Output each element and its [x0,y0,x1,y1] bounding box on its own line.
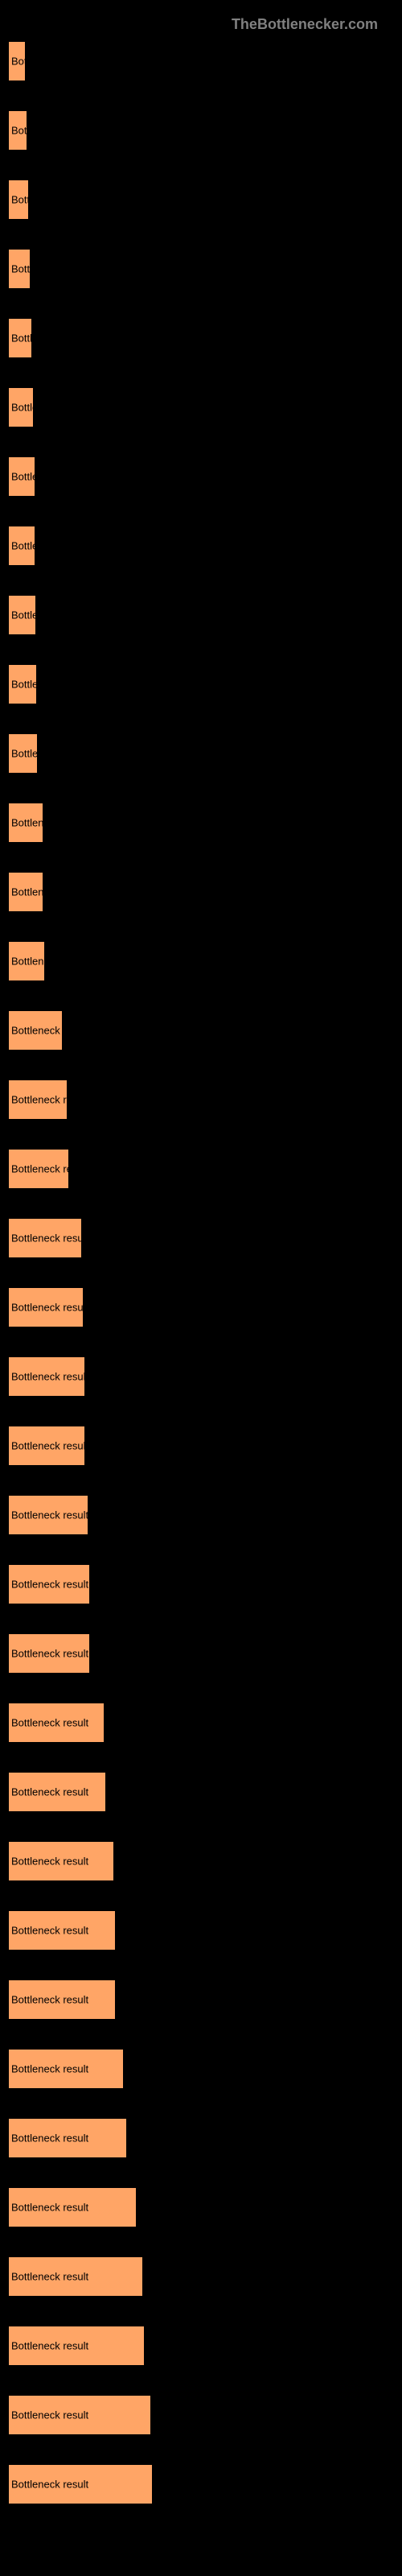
bar-row: Bottleneck result [8,1218,394,1258]
bar-label: Bottleneck result [11,2409,88,2421]
bar-row: Bottleneck result [8,1910,394,1951]
bar-label: Bottleneck result [11,1025,88,1037]
bar-row: Bottleneck result [8,1841,394,1881]
bar-label: Bottleneck result [11,402,88,414]
bar-row: Bottleneck result [8,595,394,635]
bar-label: Bottleneck result [11,817,88,829]
bar-row: Bottleneck result [8,2118,394,2158]
bar-label: Bottleneck result [11,748,88,760]
bar-row: Bottleneck result [8,664,394,704]
bar-label: Bottleneck result [11,679,88,691]
bar-label: Bottleneck result [11,56,88,68]
bar-label: Bottleneck result [11,609,88,621]
bar-row: Bottleneck result [8,2464,394,2504]
bar-label: Bottleneck result [11,332,88,345]
bar-label: Bottleneck result [11,2063,88,2075]
bar-row: Bottleneck result [8,872,394,912]
bar-row: Bottleneck result [8,1287,394,1327]
bar-label: Bottleneck result [11,2479,88,2491]
bar-row: Bottleneck result [8,2326,394,2366]
bar-row: Bottleneck result [8,1149,394,1189]
bar-label: Bottleneck result [11,1717,88,1729]
bar-row: Bottleneck result [8,1495,394,1535]
bar-row: Bottleneck result [8,1979,394,2020]
bar-row: Bottleneck result [8,2187,394,2227]
bar-row: Bottleneck result [8,2049,394,2089]
bar-row: Bottleneck result [8,1633,394,1674]
bar-row: Bottleneck result [8,387,394,427]
bar-label: Bottleneck result [11,1302,88,1314]
bar-label: Bottleneck result [11,471,88,483]
bar-row: Bottleneck result [8,41,394,81]
bar-row: Bottleneck result [8,1080,394,1120]
bar-label: Bottleneck result [11,2202,88,2214]
bar-row: Bottleneck result [8,1703,394,1743]
bar-label: Bottleneck result [11,125,88,137]
bar-label: Bottleneck result [11,1786,88,1798]
bar-row: Bottleneck result [8,318,394,358]
bar-label: Bottleneck result [11,263,88,275]
bar-row: Bottleneck result [8,1426,394,1466]
bar-label: Bottleneck result [11,1579,88,1591]
bar-label: Bottleneck result [11,1232,88,1245]
bar-label: Bottleneck result [11,194,88,206]
bar-label: Bottleneck result [11,1371,88,1383]
bar-label: Bottleneck result [11,1648,88,1660]
bar-row: Bottleneck result [8,456,394,497]
watermark-text: TheBottlenecker.com [8,16,394,33]
bar-label: Bottleneck result [11,1509,88,1521]
bar-label: Bottleneck result [11,886,88,898]
bar-label: Bottleneck result [11,2340,88,2352]
bar-label: Bottleneck result [11,1163,88,1175]
bar-row: Bottleneck result [8,803,394,843]
bar-label: Bottleneck result [11,2271,88,2283]
bar-row: Bottleneck result [8,1564,394,1604]
bar-row: Bottleneck result [8,180,394,220]
bar-row: Bottleneck result [8,1356,394,1397]
bar-row: Bottleneck result [8,526,394,566]
bar-label: Bottleneck result [11,2132,88,2145]
bottleneck-bar-chart: Bottleneck result Bottleneck result Bottle… [8,41,394,2504]
bar-label: Bottleneck result [11,1925,88,1937]
bar-label: Bottleneck result [11,540,88,552]
bar-row: Bottleneck result [8,249,394,289]
bar-label: Bottleneck result [11,1994,88,2006]
bar-row: Bottleneck result [8,1010,394,1051]
bar-row: Bottleneck result [8,110,394,151]
bar-label: Bottleneck result [11,1856,88,1868]
bar-row: Bottleneck result [8,2395,394,2435]
bar-row: Bottleneck result [8,941,394,981]
bar-label: Bottleneck result [11,1094,88,1106]
bar-row: Bottleneck result [8,1772,394,1812]
bar-label: Bottleneck result [11,1440,88,1452]
bar-label: Bottleneck result [11,956,88,968]
bar-row: Bottleneck result [8,733,394,774]
bar-row: Bottleneck result [8,2256,394,2297]
